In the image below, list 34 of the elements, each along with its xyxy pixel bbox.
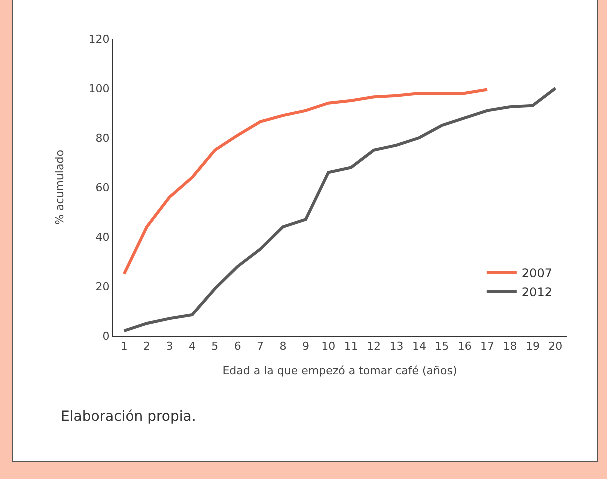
y-tick-label: 40 xyxy=(96,230,110,244)
x-tick-label: 8 xyxy=(280,340,287,354)
y-tick-label: 100 xyxy=(88,82,110,96)
x-tick-label: 17 xyxy=(480,340,495,354)
legend-label: 2012 xyxy=(522,285,552,300)
x-tick-label: 13 xyxy=(390,340,404,354)
x-axis-title: Edad a la que empezó a tomar café (años) xyxy=(222,364,458,378)
x-tick-label: 2 xyxy=(144,340,151,354)
y-tick-label: 20 xyxy=(96,280,110,294)
x-tick-label: 11 xyxy=(344,340,358,354)
x-tick-label: 5 xyxy=(212,340,219,354)
line-series xyxy=(122,88,490,276)
x-tick-label: 20 xyxy=(548,340,563,354)
y-axis-title: % acumulado xyxy=(53,150,66,225)
x-tick-label: 6 xyxy=(234,340,242,354)
x-tick-label: 15 xyxy=(435,340,450,354)
text: Elaboración propia. xyxy=(61,409,196,425)
y-tick-label: 120 xyxy=(88,32,110,46)
x-tick-label: 16 xyxy=(458,340,472,354)
y-tick-label: 0 xyxy=(102,330,110,343)
x-tick-label: 7 xyxy=(257,340,264,354)
x-tick-label: 10 xyxy=(322,340,336,354)
y-tick-label: 60 xyxy=(96,181,110,194)
x-tick-label: 14 xyxy=(412,340,426,354)
x-tick-label: 18 xyxy=(503,340,518,354)
x-tick-label: 4 xyxy=(188,340,196,354)
x-tick-label: 12 xyxy=(367,340,382,354)
x-tick-label: 19 xyxy=(526,340,540,354)
x-tick-label: 1 xyxy=(120,340,128,354)
x-tick-label: 9 xyxy=(302,340,310,354)
legend-label: 2007 xyxy=(522,266,552,280)
x-tick-label: 3 xyxy=(166,340,174,354)
line-series xyxy=(122,87,558,333)
y-tick-label: 80 xyxy=(96,132,110,145)
